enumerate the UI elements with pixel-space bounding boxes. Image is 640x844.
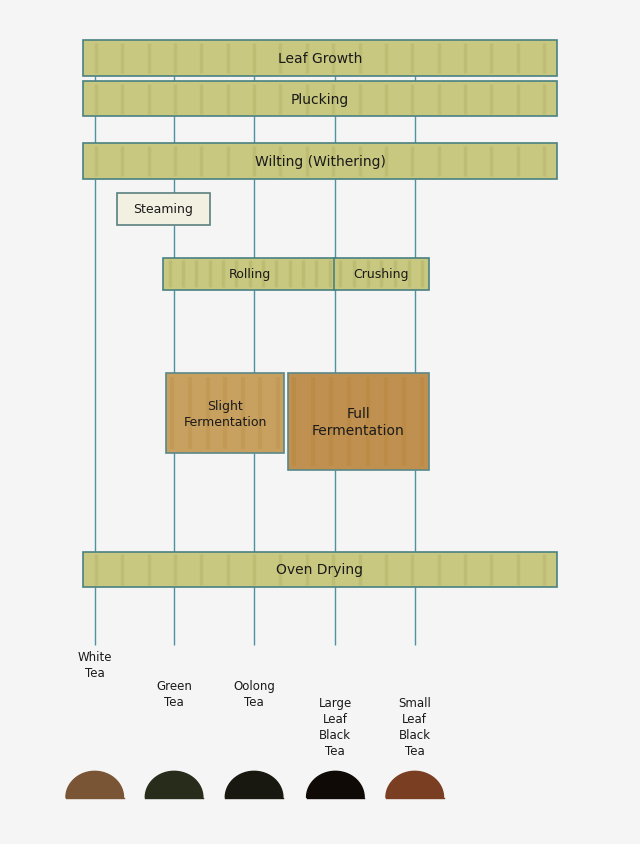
Bar [83,552,557,587]
Bar [163,258,336,290]
Text: Full
Fermentation: Full Fermentation [312,406,404,438]
Text: White
Tea: White Tea [77,650,112,679]
Bar [83,41,557,77]
Text: Small
Leaf
Black
Tea: Small Leaf Black Tea [398,696,431,757]
Bar [288,373,429,470]
Polygon shape [386,771,444,798]
Text: Oven Drying: Oven Drying [276,563,364,576]
Bar [334,258,429,290]
Bar [163,258,336,290]
Text: Green
Tea: Green Tea [156,679,192,708]
Bar [83,552,557,587]
Polygon shape [145,771,203,798]
Text: Leaf Growth: Leaf Growth [278,52,362,66]
Bar [83,144,557,180]
Text: Oolong
Tea: Oolong Tea [233,679,275,708]
Bar [166,373,285,454]
Bar [83,144,557,180]
Bar [288,373,429,470]
Bar [83,82,557,117]
Polygon shape [307,771,364,798]
Bar [334,258,429,290]
Bar [83,41,557,77]
Polygon shape [66,771,124,798]
Text: Wilting (Withering): Wilting (Withering) [255,155,385,169]
Text: Plucking: Plucking [291,93,349,106]
Text: Rolling: Rolling [228,268,271,281]
FancyBboxPatch shape [116,193,210,225]
Text: Steaming: Steaming [133,203,193,216]
Text: Large
Leaf
Black
Tea: Large Leaf Black Tea [319,696,352,757]
Polygon shape [225,771,283,798]
Bar [166,373,285,454]
Text: Crushing: Crushing [354,268,409,281]
Bar [83,82,557,117]
Text: Slight
Fermentation: Slight Fermentation [184,399,267,428]
